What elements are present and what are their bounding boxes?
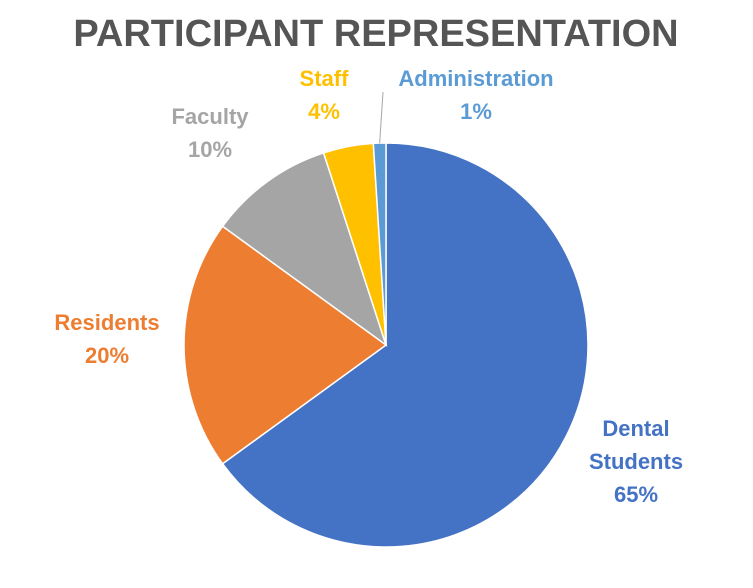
chart-title: PARTICIPANT REPRESENTATION	[73, 13, 678, 55]
slice-label-residents: Residents 20%	[54, 310, 159, 368]
slice-label-staff: Staff 4%	[300, 66, 350, 124]
leader-lines	[379, 91, 384, 144]
slice-label-administration: Administration 1%	[398, 66, 553, 124]
pie-slice-faculty	[221, 151, 388, 347]
slice-label-faculty: Faculty 10%	[171, 104, 249, 162]
pie-slice-administration	[372, 142, 387, 346]
slice-label-dental-students: Dental Students 65%	[589, 416, 683, 507]
slice-labels: Dental Students 65% Residents 20% Faculty 10% S…	[54, 66, 683, 507]
pie-slices	[183, 142, 589, 548]
pie-slice-dental-students	[221, 142, 589, 548]
leader-line-administration	[379, 91, 384, 144]
pie-slice-residents	[183, 225, 388, 465]
